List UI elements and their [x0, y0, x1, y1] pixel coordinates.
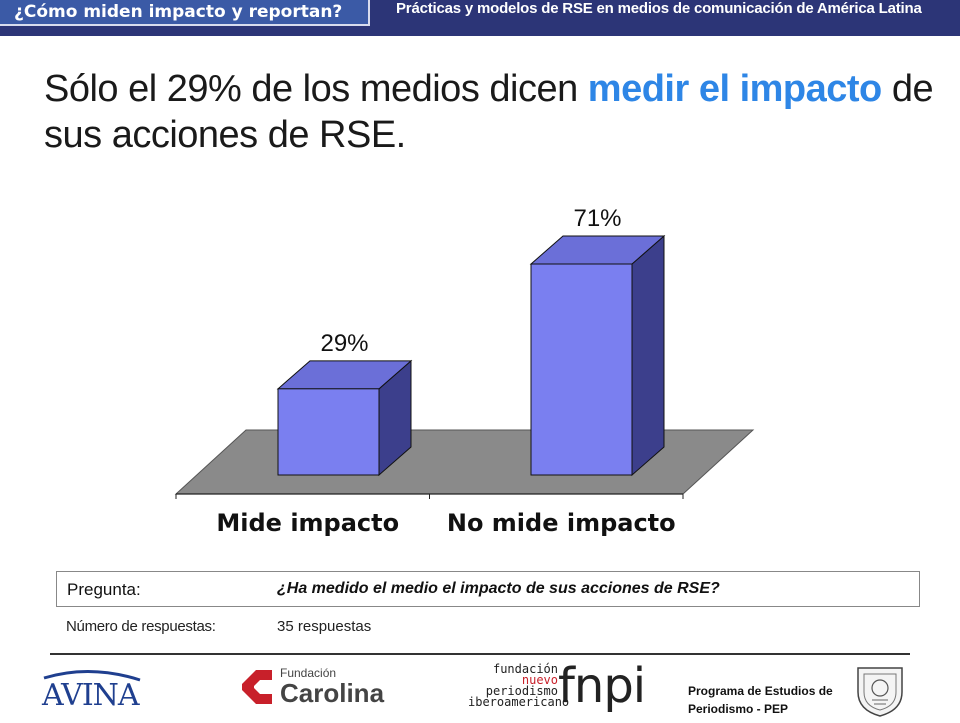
bar [530, 263, 633, 476]
question-box: Pregunta: ¿Ha medido el medio el impacto… [56, 571, 920, 607]
data-label: 71% [573, 205, 621, 232]
category-label: Mide impacto [216, 509, 399, 537]
fnpi-wordmark: fnpi [558, 658, 646, 714]
avina-wordmark: AVINA [42, 678, 140, 713]
chart-floor-plane [174, 429, 755, 495]
slide-headline: Sólo el 29% de los medios dicen medir el… [44, 66, 944, 158]
fnpi-lines: fundación nuevo periodismo iberoamerican… [468, 662, 570, 709]
fnpi-line: iberoamericano [468, 695, 570, 709]
chart-labels: 29% Mide impacto 71% No mide impacto [216, 205, 675, 537]
question-text: ¿Ha medido el medio el impacto de sus ac… [277, 580, 720, 597]
carolina-c-icon [242, 670, 272, 704]
fnpi-line: nuevo [521, 673, 558, 687]
carolina-small-text: Fundación [280, 666, 337, 680]
bar [277, 388, 380, 476]
section-title: ¿Cómo miden impacto y reportan? [14, 2, 343, 22]
pep-line2: Periodismo - PEP [688, 702, 789, 716]
university-seal-logo [850, 660, 910, 718]
chart-bars [276, 234, 666, 477]
footer-divider [50, 653, 910, 655]
fnpi-line: fundación [492, 662, 558, 676]
pep-line1: Programa de Estudios de [688, 684, 833, 698]
fundacion-carolina-logo: Fundación Carolina [236, 662, 386, 710]
carolina-big-text: Carolina [280, 678, 385, 708]
bar-side [631, 234, 665, 477]
responses-label: Número de respuestas: [66, 618, 216, 635]
data-label: 29% [320, 330, 368, 357]
section-tab: ¿Cómo miden impacto y reportan? [0, 0, 370, 26]
headline-highlight: medir el impacto [587, 68, 882, 110]
headline-part2: de sus acciones de RSE. [44, 68, 934, 156]
responses-count: 35 respuestas [277, 618, 372, 635]
category-label: No mide impacto [447, 509, 676, 537]
fnpi-logo: fundación nuevo periodismo iberoamerican… [468, 658, 668, 718]
avina-swoosh-icon [43, 670, 141, 682]
fnpi-line: periodismo [485, 684, 558, 698]
top-banner: ¿Cómo miden impacto y reportan? Práctica… [0, 0, 960, 36]
pep-credit: Programa de Estudios de Periodismo - PEP [688, 682, 833, 718]
question-label: Pregunta: [67, 580, 141, 599]
presentation-subtitle: Prácticas y modelos de RSE en medios de … [396, 0, 922, 17]
seal-icon [857, 667, 903, 717]
avina-logo: AVINA [40, 668, 144, 718]
headline-part1: Sólo el 29% de los medios dicen [44, 68, 588, 110]
chart-floor [174, 429, 755, 499]
